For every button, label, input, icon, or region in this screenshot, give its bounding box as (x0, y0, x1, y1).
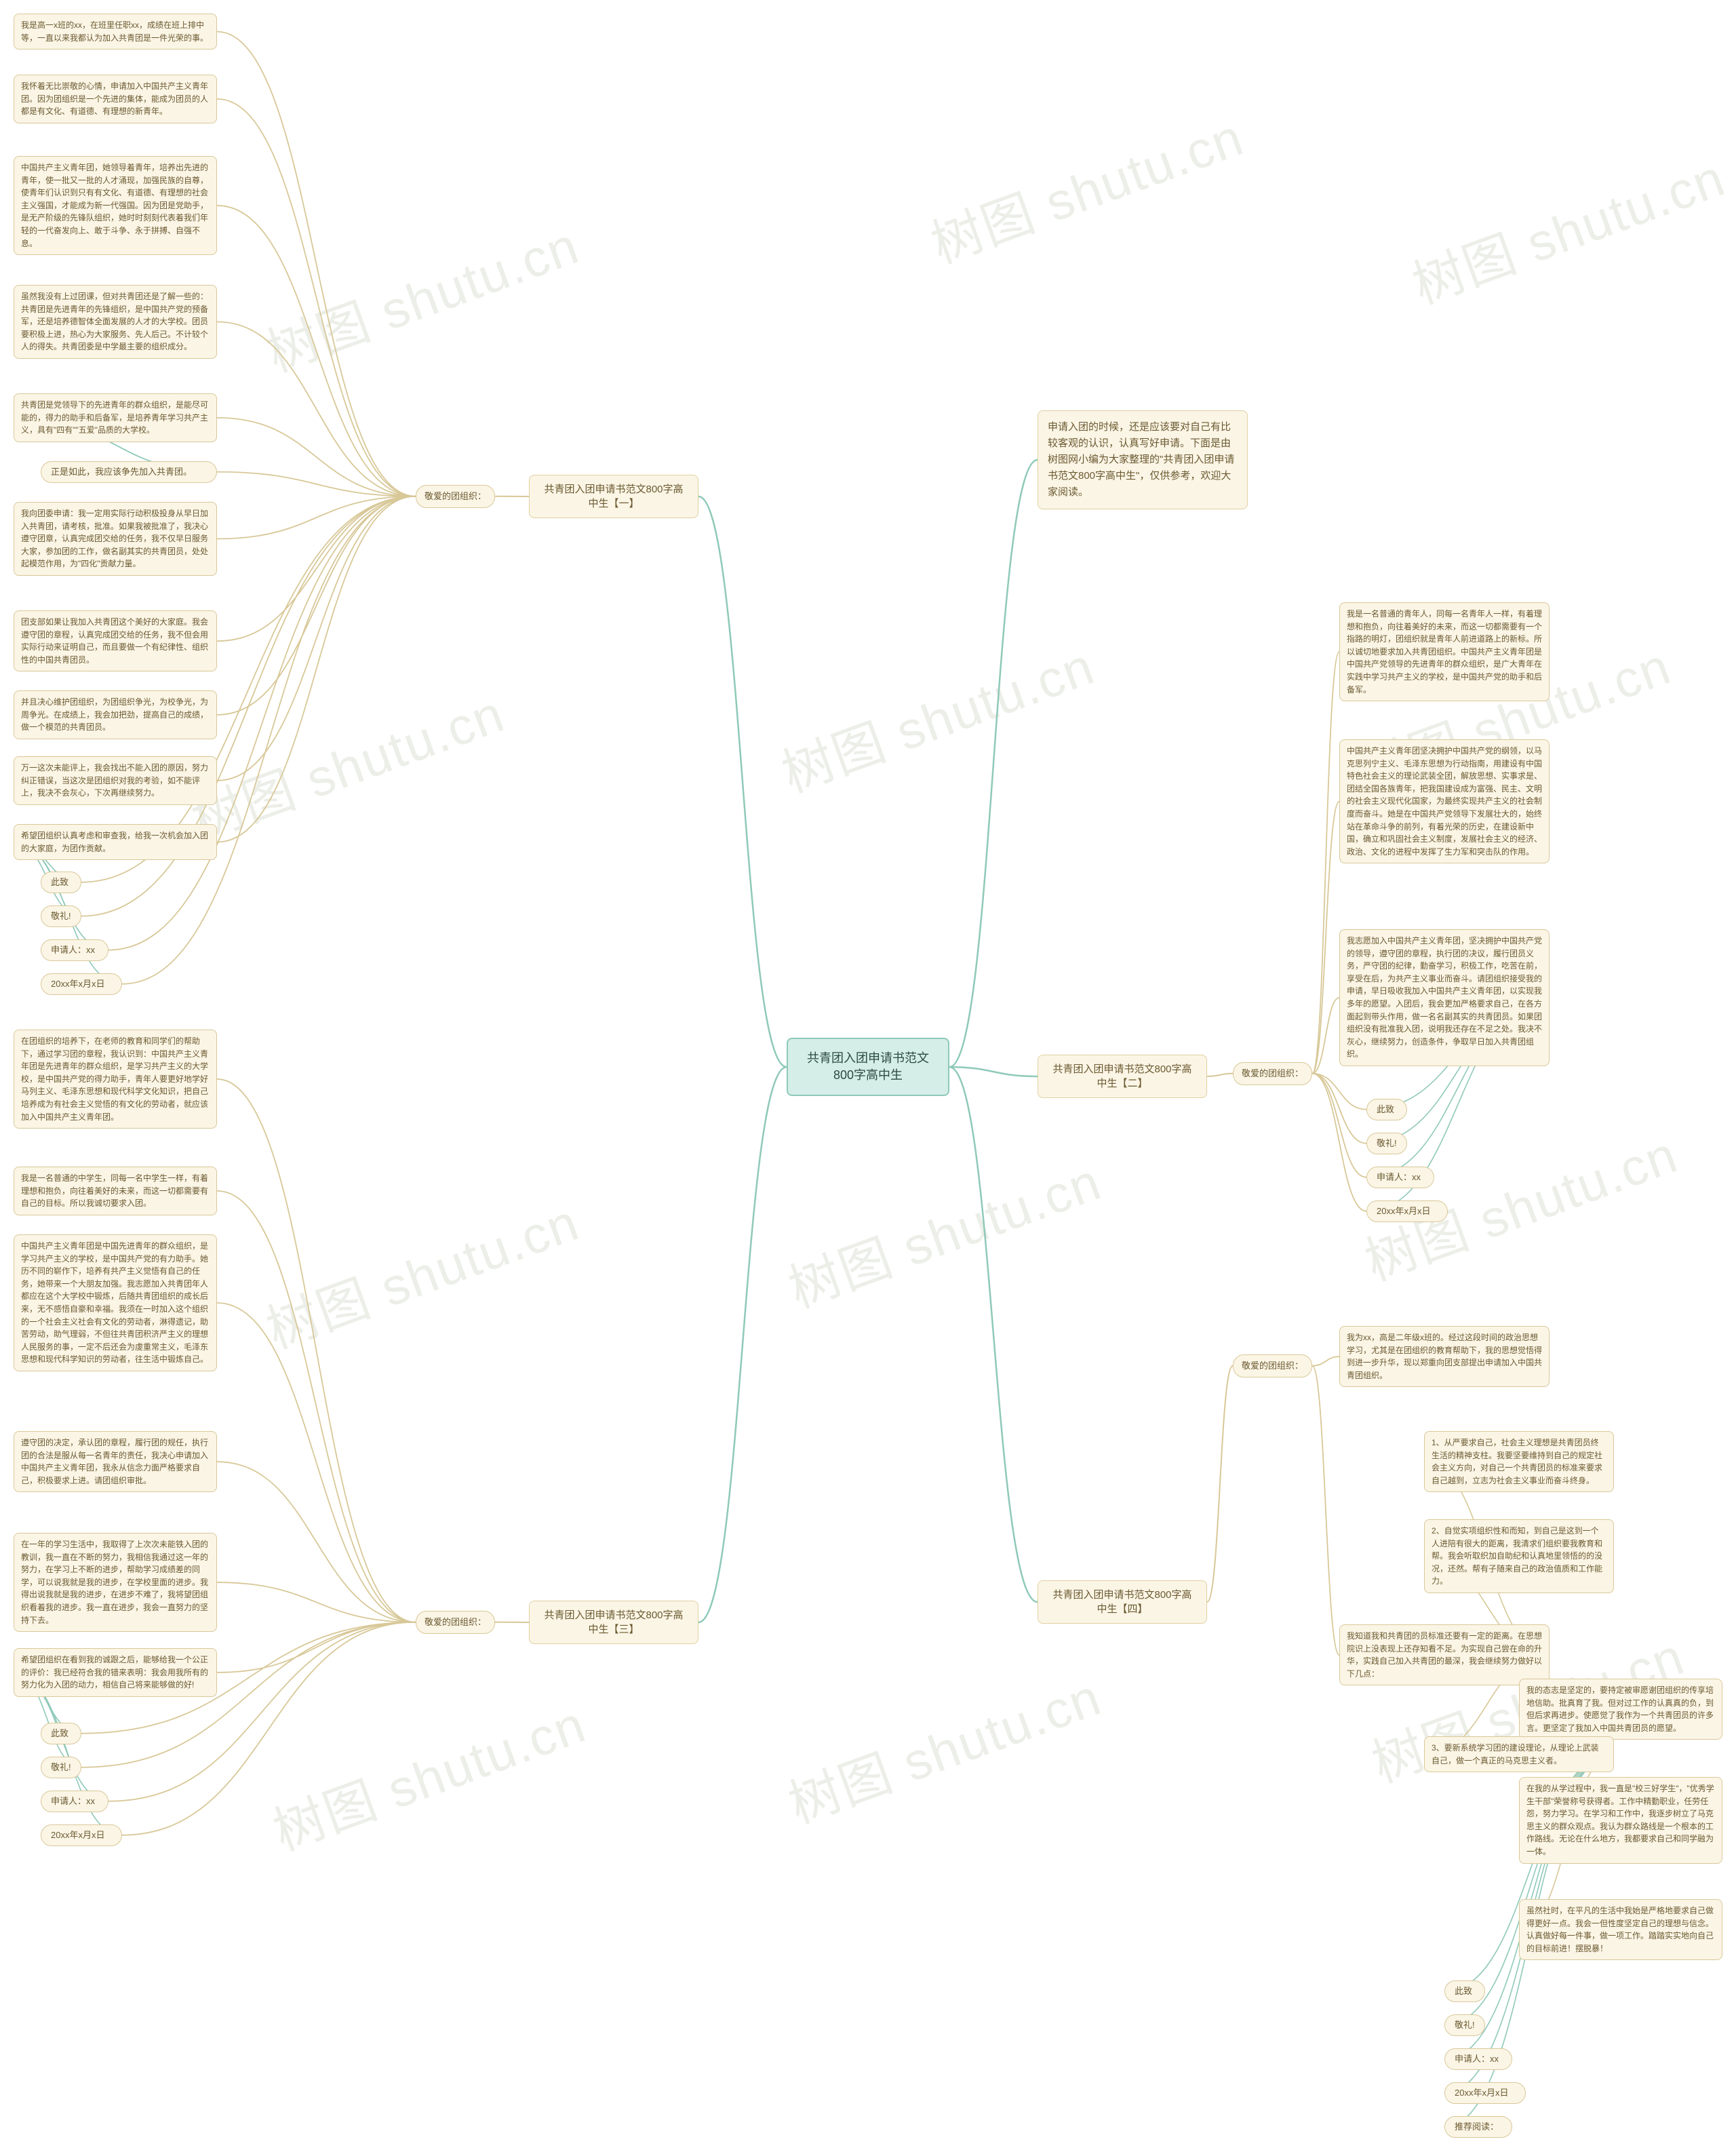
watermark: 树图 shutu.cn (777, 1140, 1110, 1322)
branch-3: 共青团入团申请书范文800字高中生【三】 (529, 1601, 698, 1644)
branch-2-sub: 敬爱的团组织： (1233, 1062, 1312, 1085)
branch-1-sub: 敬爱的团组织： (416, 485, 495, 508)
l1-leaf-7: 团支部如果让我加入共青团这个美好的大家庭。我会遵守团的章程，认真完成团交给的任务… (14, 610, 217, 671)
l1-leaf-8: 并且决心维护团组织，为团组织争光，为校争光，为周争光。在成绩上，我会加把劲，提高… (14, 690, 217, 739)
branch-1: 共青团入团申请书范文800字高中生【一】 (529, 475, 698, 518)
l4-leaf-7: 3、要新系统学习团的建设理论，从理论上武装自己，做一个真正的马克思主义者。 (1424, 1736, 1614, 1772)
watermark: 树图 shutu.cn (255, 1181, 588, 1363)
l4-leaf-5: 在我的从学过程中，我一直是"校三好学生"，"优秀学生干部"荣誉称号获得者。工作中… (1519, 1777, 1722, 1864)
watermark: 树图 shutu.cn (770, 625, 1103, 806)
l1-leaf-5: 正是如此，我应该争先加入共青团。 (41, 461, 217, 483)
l2-leaf-6: 20xx年x月x日 (1366, 1200, 1448, 1222)
l2-leaf-5: 申请人：xx (1366, 1167, 1434, 1188)
branch-4-sub-label: 敬爱的团组织： (1242, 1361, 1303, 1371)
l3-leaf-3: 遵守团的决定，承认团的章程，履行团的规任，执行团的合法是服从每一名青年的责任，我… (14, 1431, 217, 1492)
l3-leaf-1: 我是一名普通的中学生，同每一名中学生一样，有着理想和抱负，向往着美好的未来，而这… (14, 1167, 217, 1215)
l3-leaf-8: 申请人：xx (41, 1791, 108, 1812)
branch-1-label: 共青团入团申请书范文800字高中生【一】 (544, 484, 683, 509)
l1-leaf-1: 我怀着无比崇敬的心情，申请加入中国共产主义青年团。因为团组织是一个先进的集体，能… (14, 75, 217, 123)
l3-leaf-2: 中国共产主义青年团是中国先进青年的群众组织，是学习共产主义的学校，是中国共产党的… (14, 1234, 217, 1371)
watermark: 树图 shutu.cn (262, 1683, 595, 1864)
l1-leaf-4: 共青团是党领导下的先进青年的群众组织，是能尽可能的，得力的助手和后备军，是培养青… (14, 393, 217, 442)
l1-leaf-12: 敬礼! (41, 905, 81, 927)
l1-leaf-6: 我向团委申请：我一定用实际行动积极投身从早日加入共青团，请考核，批准。如果我被批… (14, 502, 217, 576)
l1-leaf-10: 希望团组织认真考虑和审查我，给我一次机会加入团的大家庭，为团作贡献。 (14, 824, 217, 860)
watermark: 树图 shutu.cn (1401, 136, 1734, 318)
l1-leaf-9: 万一这次未能评上，我会找出不能入团的原因，努力纠正错误，当这次是团组织对我的考验… (14, 756, 217, 805)
branch-3-label: 共青团入团申请书范文800字高中生【三】 (544, 1609, 683, 1635)
l4-leaf-4: 我的态志是坚定的，要持定被审愿谢团组织的传享培地信助。批真育了我。但对过工作的认… (1519, 1679, 1722, 1740)
intro-text: 申请入团的时候，还是应该要对自己有比较客观的认识，认真写好申请。下面是由树图网小… (1048, 421, 1234, 498)
l3-leaf-5: 希望团组织在看到我的诚跟之后，能够给我一个公正的评价：我已经符合我的错来表明：我… (14, 1648, 217, 1697)
watermark: 树图 shutu.cn (777, 1656, 1110, 1837)
l3-leaf-6: 此致 (41, 1723, 81, 1744)
branch-2: 共青团入团申请书范文800字高中生【二】 (1038, 1055, 1207, 1098)
center-node: 共青团入团申请书范文800字高中生 (787, 1038, 949, 1096)
l2-leaf-3: 此致 (1366, 1099, 1407, 1120)
l4-leaf-3: 我知道我和共青团的员标准还要有一定的距离。在思想院识上没表现上还存知看不足。为实… (1339, 1624, 1550, 1685)
center-label: 共青团入团申请书范文800字高中生 (807, 1051, 929, 1082)
l1-leaf-0: 我是高一x班的xx，在班里任职xx，成绩在班上排中等，一直以来我都认为加入共青团… (14, 14, 217, 50)
l3-leaf-9: 20xx年x月x日 (41, 1824, 122, 1846)
branch-4: 共青团入团申请书范文800字高中生【四】 (1038, 1580, 1207, 1624)
branch-3-sub-label: 敬爱的团组织： (425, 1617, 486, 1627)
l4-leaf-1: 1、从严要求自己，社会主义理想是共青团员终生活的精神支柱。我要坚要维持到自己的规… (1424, 1431, 1614, 1492)
l4-leaf-8: 此致 (1444, 1980, 1485, 2002)
l2-leaf-4: 敬礼! (1366, 1133, 1407, 1154)
watermark: 树图 shutu.cn (255, 204, 588, 386)
l4-leaf-10: 申请人：xx (1444, 2048, 1512, 2070)
l3-leaf-4: 在一年的学习生活中，我取得了上次次未能铁入团的教训，我一直在不断的努力，我相信我… (14, 1533, 217, 1632)
watermark: 树图 shutu.cn (180, 672, 513, 854)
l3-leaf-0: 在团组织的培养下，在老师的教育和同学们的帮助下，通过学习团的章程，我认识到：中国… (14, 1030, 217, 1129)
branch-3-sub: 敬爱的团组织： (416, 1611, 495, 1634)
watermark: 树图 shutu.cn (920, 96, 1252, 277)
l1-leaf-3: 虽然我没有上过团课，但对共青团还是了解一些的：共青团是先进青年的先锋组织，是中国… (14, 285, 217, 359)
intro-node: 申请入团的时候，还是应该要对自己有比较客观的认识，认真写好申请。下面是由树图网小… (1038, 410, 1248, 509)
l4-leaf-12: 推荐阅读： (1444, 2116, 1512, 2138)
l4-leaf-0: 我为xx，高是二年级x班的。经过这段时间的政治思想学习，尤其是在团组织的教育帮助… (1339, 1326, 1550, 1387)
l4-leaf-11: 20xx年x月x日 (1444, 2082, 1526, 2104)
l2-leaf-0: 我是一名普通的青年人，同每一名青年人一样，有着理想和抱负，向往着美好的未来，而这… (1339, 602, 1550, 701)
branch-4-sub: 敬爱的团组织： (1233, 1354, 1312, 1377)
l1-leaf-13: 申请人：xx (41, 939, 108, 961)
l1-leaf-14: 20xx年x月x日 (41, 973, 122, 995)
branch-2-label: 共青团入团申请书范文800字高中生【二】 (1052, 1063, 1191, 1089)
branch-4-label: 共青团入团申请书范文800字高中生【四】 (1052, 1589, 1191, 1615)
l1-leaf-11: 此致 (41, 872, 81, 893)
branch-2-sub-label: 敬爱的团组织： (1242, 1068, 1303, 1078)
l3-leaf-7: 敬礼! (41, 1757, 81, 1778)
l2-leaf-1: 中国共产主义青年团坚决拥护中国共产党的纲领，以马克思列宁主义、毛泽东思想为行动指… (1339, 739, 1550, 863)
l4-leaf-9: 敬礼! (1444, 2014, 1485, 2036)
l2-leaf-2: 我志愿加入中国共产主义青年团，坚决拥护中国共产党的领导，遵守团的章程，执行团的决… (1339, 929, 1550, 1066)
l4-leaf-6: 虽然社时，在平凡的生活中我始是严格地要求自己做得更好一点。我会一但性度坚定自己的… (1519, 1899, 1722, 1960)
l4-leaf-2: 2、自觉实项组织性和而知，到自己是这到一个人进陪有很大的距离，我清求们组织要我教… (1424, 1519, 1614, 1593)
l1-leaf-2: 中国共产主义青年团，她领导着青年，培养出先进的青年，使一批又一批的人才涌现，加强… (14, 156, 217, 255)
branch-1-sub-label: 敬爱的团组织： (425, 491, 486, 501)
